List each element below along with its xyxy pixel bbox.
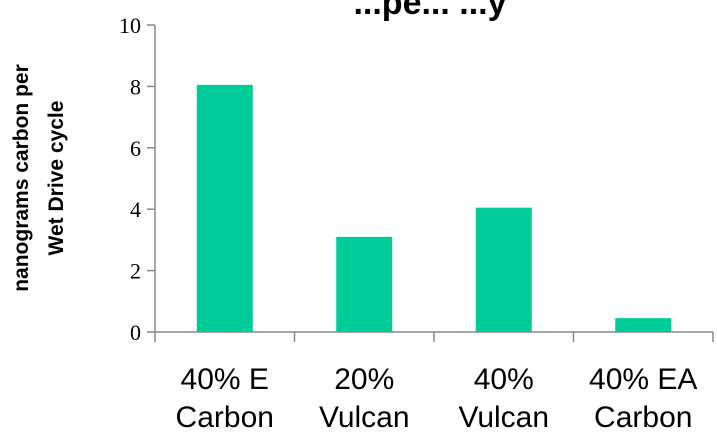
category-labels: 40% E Carbon 20% Vulcan 40% Vulcan 40% EA Carbo… — [176, 363, 698, 433]
y-tick-label: 10 — [119, 13, 141, 38]
y-tick-label: 2 — [130, 259, 141, 284]
y-axis-label: nanograms carbon per Wet Drive cycle — [10, 64, 68, 292]
y-ticks: 0 2 4 6 8 10 — [119, 13, 155, 345]
x-category-label: 40% Vulcan — [458, 363, 549, 433]
x-ticks — [154, 332, 714, 342]
bar — [336, 236, 393, 332]
y-tick-label: 0 — [130, 320, 141, 345]
x-category-label: 20% Vulcan — [319, 363, 410, 433]
bar — [475, 207, 532, 332]
y-axis-title: nanograms carbon per Wet Drive cycle — [10, 64, 68, 292]
x-category-label: 40% E Carbon — [176, 363, 274, 433]
chart-title: ...pe... ...y — [353, 0, 506, 22]
y-tick-label: 8 — [130, 74, 141, 99]
bar — [615, 318, 672, 332]
y-tick-label: 6 — [130, 136, 141, 161]
bars — [196, 84, 672, 333]
x-category-label: 40% EA Carbon — [589, 363, 697, 433]
y-tick-label: 4 — [130, 197, 141, 222]
bar — [196, 84, 253, 333]
